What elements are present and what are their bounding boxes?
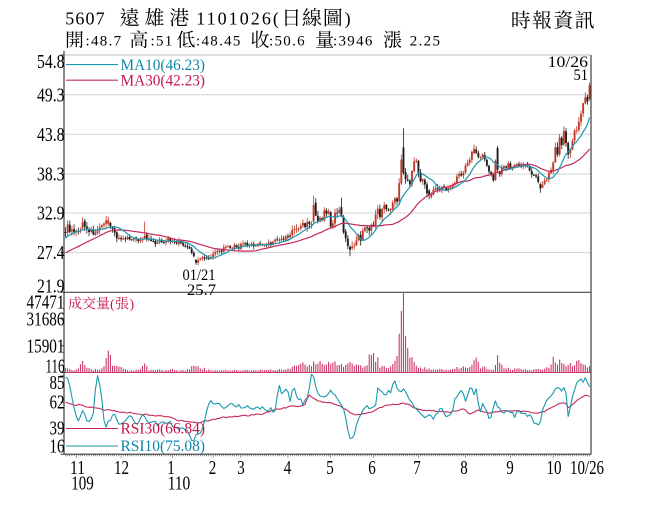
svg-text:MA30(42.23): MA30(42.23) bbox=[121, 70, 206, 89]
svg-text:27.4: 27.4 bbox=[37, 242, 65, 264]
svg-text:RSI30(66.84): RSI30(66.84) bbox=[121, 419, 206, 438]
svg-text::3946: :3946 bbox=[333, 33, 374, 49]
svg-text:110: 110 bbox=[168, 472, 191, 494]
svg-text:51: 51 bbox=[574, 67, 589, 84]
svg-text:2.25: 2.25 bbox=[410, 33, 441, 49]
svg-text:16: 16 bbox=[50, 435, 65, 457]
svg-text:31686: 31686 bbox=[27, 309, 65, 331]
svg-text:2: 2 bbox=[209, 457, 217, 479]
svg-text:11: 11 bbox=[70, 457, 85, 479]
svg-text:8: 8 bbox=[460, 457, 468, 479]
svg-text:15901: 15901 bbox=[27, 335, 65, 357]
svg-text:85: 85 bbox=[50, 372, 65, 394]
svg-text:38.3: 38.3 bbox=[37, 164, 65, 186]
svg-text:43.8: 43.8 bbox=[37, 124, 65, 146]
svg-text:1: 1 bbox=[167, 457, 175, 479]
svg-text:4: 4 bbox=[284, 457, 292, 479]
svg-text:25.7: 25.7 bbox=[187, 282, 216, 299]
svg-text::48.45: :48.45 bbox=[196, 33, 242, 49]
svg-text:5: 5 bbox=[326, 457, 334, 479]
svg-text:54.8: 54.8 bbox=[37, 51, 65, 73]
svg-text:1101026(: 1101026( bbox=[196, 9, 281, 30]
svg-text::48.7: :48.7 bbox=[86, 33, 123, 49]
svg-text:5607: 5607 bbox=[65, 9, 105, 29]
svg-text:49.3: 49.3 bbox=[37, 84, 65, 106]
svg-text::51: :51 bbox=[151, 33, 174, 49]
svg-text:): ) bbox=[345, 9, 351, 30]
svg-text:10: 10 bbox=[547, 457, 562, 479]
svg-text:(: ( bbox=[110, 297, 115, 312]
svg-text:47471: 47471 bbox=[27, 291, 65, 313]
svg-text:32.9: 32.9 bbox=[37, 203, 65, 225]
svg-text:01/21: 01/21 bbox=[183, 267, 216, 284]
svg-text:7: 7 bbox=[413, 457, 421, 479]
svg-text:12: 12 bbox=[114, 457, 129, 479]
svg-text::50.6: :50.6 bbox=[269, 33, 306, 49]
svg-text:6: 6 bbox=[368, 457, 376, 479]
svg-text:10/26: 10/26 bbox=[570, 457, 604, 479]
svg-text:116: 116 bbox=[46, 356, 65, 378]
svg-text:3: 3 bbox=[237, 457, 245, 479]
svg-text:10/26: 10/26 bbox=[548, 54, 588, 71]
svg-text:MA10(46.23): MA10(46.23) bbox=[121, 55, 206, 74]
svg-text:109: 109 bbox=[71, 472, 94, 494]
svg-text:9: 9 bbox=[506, 457, 514, 479]
svg-text:21.9: 21.9 bbox=[37, 275, 65, 297]
svg-text:62: 62 bbox=[50, 392, 65, 414]
svg-text:39: 39 bbox=[50, 418, 65, 440]
svg-text:RSI10(75.08): RSI10(75.08) bbox=[121, 436, 206, 455]
svg-text:): ) bbox=[130, 297, 135, 312]
